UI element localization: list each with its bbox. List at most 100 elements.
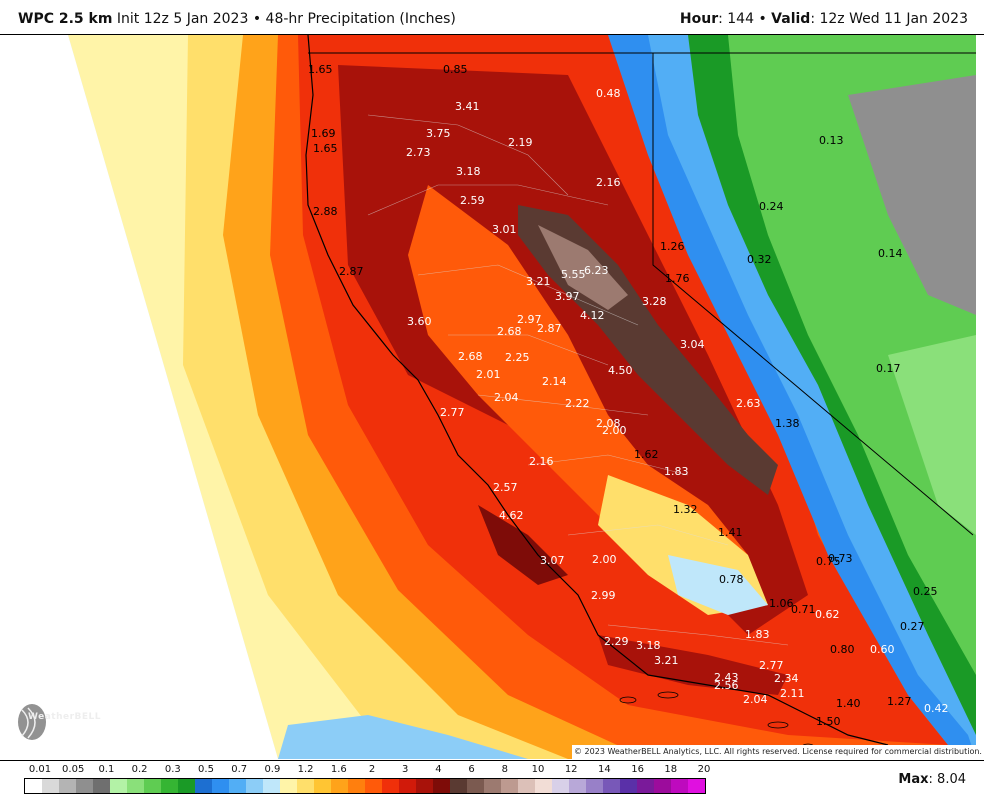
weatherbell-logo xyxy=(14,700,104,746)
transverse-range-high xyxy=(598,635,788,695)
colorbar-swatch xyxy=(535,779,552,793)
colorbar-labels: 0.01 0.05 0.1 0.2 0.3 0.5 0.7 0.9 1.2 1.6 2 3 4 6 8 10 1… xyxy=(24,764,711,778)
precip-value-label: 3.60 xyxy=(407,315,432,328)
precip-value-label: 0.17 xyxy=(876,362,901,375)
precip-value-label: 2.99 xyxy=(591,589,616,602)
colorbar-swatch xyxy=(569,779,586,793)
colorbar-tick-label: 0.2 xyxy=(131,764,148,775)
hour-label: Hour xyxy=(679,11,719,27)
precip-value-label: 2.04 xyxy=(743,693,768,706)
colorbar-tick-label: 8 xyxy=(501,764,508,775)
precip-value-label: 1.62 xyxy=(634,448,659,461)
precip-value-label: 2.29 xyxy=(604,635,629,648)
product-name: 48-hr Precipitation (Inches) xyxy=(265,11,456,27)
colorbar-tick-label: 3 xyxy=(402,764,409,775)
precip-colorbar xyxy=(24,778,706,794)
colorbar-swatch xyxy=(518,779,535,793)
colorbar-tick-label: 0.7 xyxy=(231,764,248,775)
colorbar-tick-label: 14 xyxy=(598,764,611,775)
colorbar-swatch xyxy=(688,779,705,793)
valid-value: : 12z Wed 11 Jan 2023 xyxy=(810,11,968,27)
colorbar-swatch xyxy=(229,779,246,793)
precip-value-label: 0.24 xyxy=(759,200,784,213)
colorbar-tick-label: 0.01 xyxy=(28,764,52,775)
colorbar-swatch xyxy=(603,779,620,793)
precip-value-label: 0.25 xyxy=(913,585,938,598)
precip-value-label: 0.85 xyxy=(443,63,468,76)
colorbar-swatch xyxy=(280,779,297,793)
precip-value-label: 3.41 xyxy=(455,100,480,113)
precip-value-label: 2.01 xyxy=(476,368,501,381)
precip-value-label: 0.13 xyxy=(819,134,844,147)
precip-value-label: 2.16 xyxy=(596,176,621,189)
colorbar-swatch xyxy=(195,779,212,793)
precip-value-label: 2.08 xyxy=(596,417,621,430)
precip-value-label: 0.60 xyxy=(870,643,895,656)
colorbar-tick-label: 1.6 xyxy=(330,764,347,775)
colorbar-swatch xyxy=(365,779,382,793)
precip-value-label: 1.50 xyxy=(816,715,841,728)
title-separator-right: • xyxy=(758,11,767,27)
precip-value-label: 1.06 xyxy=(769,597,794,610)
colorbar-swatch xyxy=(42,779,59,793)
precip-value-label: 1.83 xyxy=(664,465,689,478)
map-title: WPC 2.5 km Init 12z 5 Jan 2023 • 48-hr P… xyxy=(18,11,456,27)
precip-value-label: 3.21 xyxy=(526,275,551,288)
colorbar-tick-label: 0.5 xyxy=(198,764,214,775)
precipitation-map[interactable]: 1.65 0.85 0.48 3.41 3.75 1.69 1.65 2.19 2.73 0.13… xyxy=(8,35,976,759)
colorbar-tick-label: 0.1 xyxy=(98,764,115,775)
precip-value-label: 0.14 xyxy=(878,247,903,260)
colorbar-swatch xyxy=(93,779,110,793)
colorbar-tick-label: 20 xyxy=(697,764,711,775)
map-header: WPC 2.5 km Init 12z 5 Jan 2023 • 48-hr P… xyxy=(0,0,984,35)
init-time: Init 12z 5 Jan 2023 xyxy=(116,11,249,27)
precip-value-label: 1.40 xyxy=(836,697,861,710)
logo-graphic xyxy=(18,704,46,740)
colorbar-swatch xyxy=(110,779,127,793)
precip-value-label: 2.00 xyxy=(602,424,627,437)
precip-value-label: 3.97 xyxy=(555,290,580,303)
colorbar-swatch xyxy=(178,779,195,793)
colorbar-tick-label: 0.3 xyxy=(164,764,181,775)
precip-value-label: 2.68 xyxy=(458,350,483,363)
precip-value-label: 2.14 xyxy=(542,375,567,388)
copyright-notice: © 2023 WeatherBELL Analytics, LLC. All r… xyxy=(572,745,982,759)
colorbar-tick-label: 12 xyxy=(564,764,578,775)
colorbar-swatch xyxy=(161,779,178,793)
precip-value-label: 2.11 xyxy=(780,687,805,700)
colorbar-swatch xyxy=(620,779,637,793)
precip-value-label: 2.43 xyxy=(714,671,739,684)
colorbar-swatch xyxy=(433,779,450,793)
colorbar-swatch xyxy=(246,779,263,793)
precip-value-label: 2.87 xyxy=(537,322,562,335)
hour-value: : 144 xyxy=(718,11,754,27)
precip-value-label: 2.25 xyxy=(505,351,530,364)
south-coast-high xyxy=(478,505,568,585)
valid-time-info: Hour: 144 • Valid: 12z Wed 11 Jan 2023 xyxy=(680,11,968,27)
colorbar-tick-label: 0.05 xyxy=(62,764,85,775)
title-separator: • xyxy=(252,11,262,27)
precip-value-label: 2.73 xyxy=(406,146,431,159)
ca-nv-border xyxy=(652,53,974,536)
map-canvas: 1.65 0.85 0.48 3.41 3.75 1.69 1.65 2.19 2.73 0.13… xyxy=(8,35,976,759)
bottom-divider xyxy=(0,760,984,761)
precip-value-label: 0.75 xyxy=(816,555,841,568)
precip-band-gray xyxy=(848,75,976,315)
precip-value-label: 1.26 xyxy=(660,240,685,253)
colorbar-swatch xyxy=(331,779,348,793)
precip-value-label: 0.48 xyxy=(596,87,621,100)
precip-value-label: 1.69 xyxy=(311,127,336,140)
precip-value-label: 2.63 xyxy=(736,397,761,410)
max-label: Max xyxy=(898,772,929,787)
precip-value-label: 0.73 xyxy=(828,552,853,565)
colorbar-tick-label: 18 xyxy=(664,764,678,775)
colorbar-swatch xyxy=(654,779,671,793)
colorbar-swatch xyxy=(671,779,688,793)
precip-value-label: 6.23 xyxy=(584,264,609,277)
colorbar-swatch xyxy=(76,779,93,793)
colorbar-swatch xyxy=(348,779,365,793)
precip-value-label: 2.56 xyxy=(714,679,739,692)
precip-value-label: 3.28 xyxy=(642,295,667,308)
precip-value-label: 2.77 xyxy=(759,659,784,672)
precip-value-label: 2.22 xyxy=(565,397,590,410)
